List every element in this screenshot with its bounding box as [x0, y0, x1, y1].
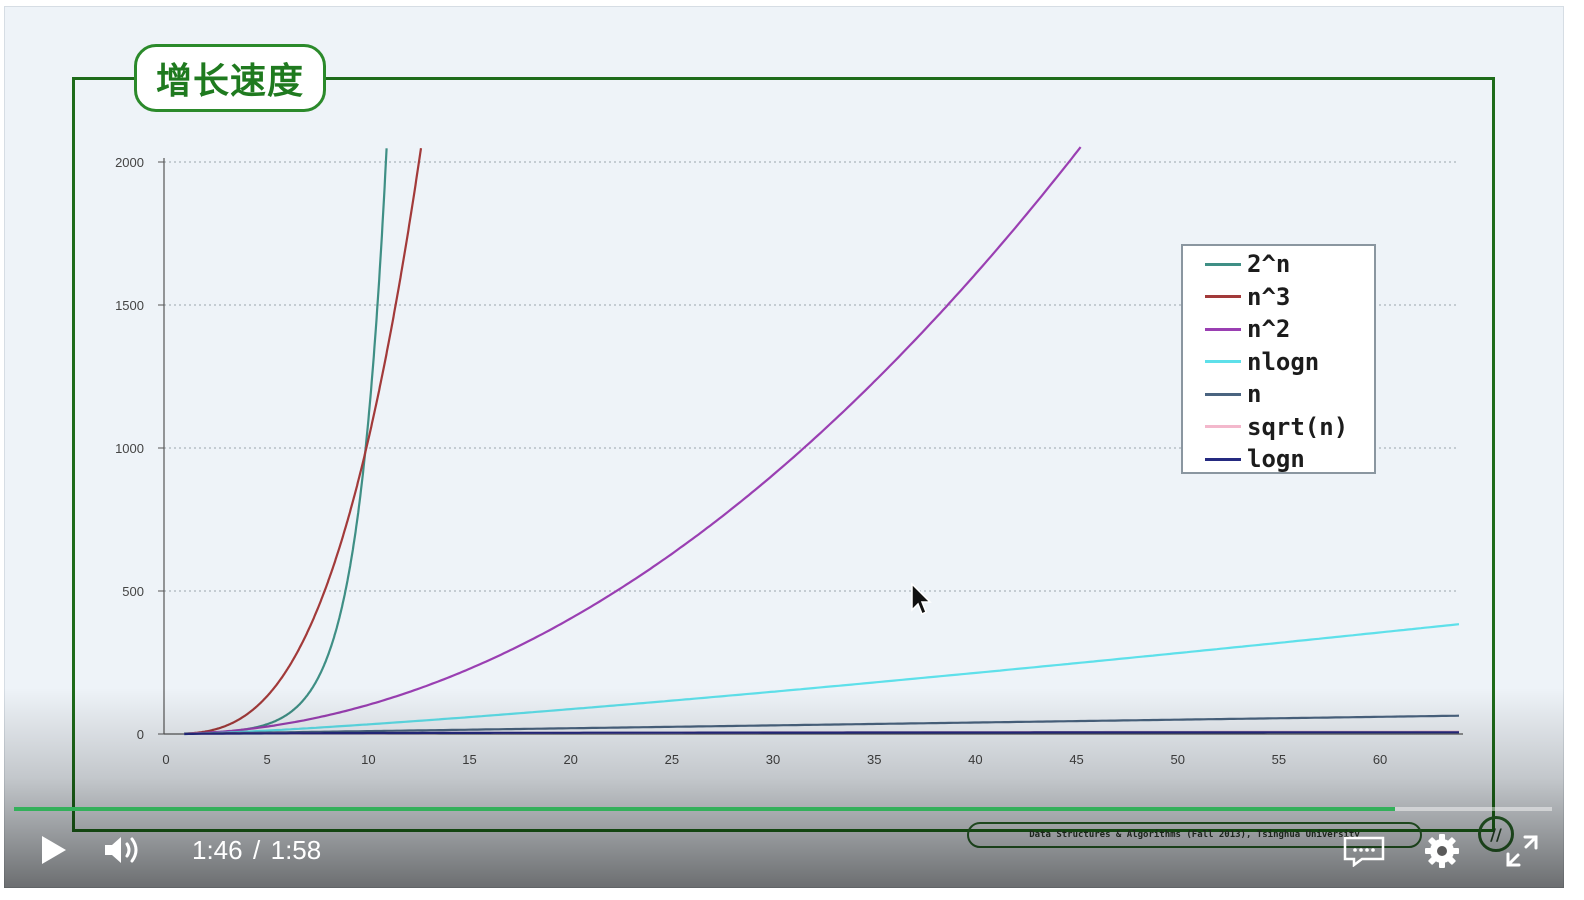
volume-button[interactable] — [100, 828, 146, 872]
legend-label: nlogn — [1247, 347, 1320, 376]
y-tick-label: 500 — [122, 584, 144, 599]
legend-swatch — [1205, 425, 1241, 429]
legend-item: n^3 — [1183, 281, 1374, 314]
x-tick-labels: 0 5 10 15 20 25 30 35 40 45 50 55 60 — [162, 752, 1387, 767]
legend-item: sqrt(n) — [1183, 411, 1374, 444]
time-separator: / — [252, 834, 261, 865]
legend-item: 2^n — [1183, 248, 1374, 281]
captions-button[interactable] — [1340, 832, 1388, 870]
legend-item: n^2 — [1183, 313, 1374, 346]
y-tick-label: 2000 — [115, 155, 144, 170]
legend-item: nlogn — [1183, 346, 1374, 379]
duration: 1:58 — [270, 834, 322, 865]
x-tick-label: 35 — [867, 752, 881, 767]
chart-grid — [164, 161, 1459, 592]
legend-swatch — [1205, 295, 1241, 299]
play-icon — [42, 836, 66, 864]
settings-button[interactable] — [1420, 830, 1464, 872]
time-display: 1:46 / 1:58 — [192, 832, 321, 868]
y-tick-label: 1000 — [115, 441, 144, 456]
x-tick-label: 25 — [665, 752, 679, 767]
current-time: 1:46 — [192, 834, 243, 865]
legend-swatch — [1205, 457, 1241, 461]
y-tick-label: 1500 — [115, 298, 144, 313]
legend-label: n — [1247, 380, 1262, 409]
progress-fill — [14, 807, 1396, 811]
captions-icon — [1343, 836, 1385, 867]
legend-swatch — [1205, 392, 1241, 396]
volume-icon — [105, 837, 138, 863]
x-tick-label: 60 — [1373, 752, 1387, 767]
play-button[interactable] — [30, 828, 76, 872]
legend-swatch — [1205, 360, 1241, 364]
x-tick-label: 20 — [563, 752, 577, 767]
x-tick-label: 55 — [1272, 752, 1286, 767]
fullscreen-button[interactable] — [1500, 830, 1544, 872]
x-tick-label: 0 — [162, 752, 169, 767]
x-tick-label: 15 — [462, 752, 476, 767]
x-tick-label: 45 — [1069, 752, 1083, 767]
progress-bar[interactable] — [14, 807, 1552, 811]
legend-label: sqrt(n) — [1247, 412, 1349, 441]
x-tick-label: 5 — [264, 752, 271, 767]
legend-item: n — [1183, 378, 1374, 411]
legend-swatch — [1205, 327, 1241, 331]
gear-icon — [1425, 834, 1459, 868]
y-tick-labels: 0 500 1000 1500 2000 — [115, 155, 144, 742]
y-tick-label: 0 — [137, 727, 144, 742]
series-line-2^n — [184, 148, 388, 735]
legend-label: n^3 — [1247, 282, 1291, 311]
slide-title: 增长速度 — [134, 44, 326, 112]
x-tick-label: 30 — [766, 752, 780, 767]
legend-swatch — [1205, 262, 1241, 266]
legend-label: logn — [1247, 445, 1305, 474]
legend-item: logn — [1183, 443, 1374, 476]
x-tick-label: 40 — [968, 752, 982, 767]
chart-legend: 2^n n^3 n^2 nlogn n sqrt(n) logn — [1181, 244, 1376, 474]
series-line-n^3 — [184, 148, 423, 735]
fullscreen-icon — [1506, 835, 1538, 867]
x-tick-label: 10 — [361, 752, 375, 767]
mouse-pointer-icon — [910, 582, 932, 620]
legend-label: 2^n — [1247, 250, 1291, 279]
video-frame[interactable]: 增长速度 0 500 1000 1500 2000 0 5 10 15 20 25 30 35 40 45… — [4, 6, 1564, 888]
series-line-n^2 — [184, 146, 1082, 735]
legend-label: n^2 — [1247, 315, 1291, 344]
x-tick-label: 50 — [1170, 752, 1184, 767]
